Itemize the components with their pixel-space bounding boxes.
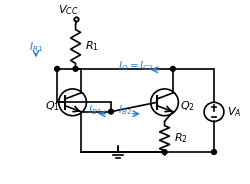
Text: $Q_2$: $Q_2$ bbox=[180, 99, 195, 113]
Text: $I_O = I_{C2}$: $I_O = I_{C2}$ bbox=[118, 59, 154, 73]
Text: $R_1$: $R_1$ bbox=[86, 40, 100, 53]
Circle shape bbox=[170, 66, 175, 71]
Text: $I_{R1}$: $I_{R1}$ bbox=[29, 40, 43, 54]
Text: $V_A$: $V_A$ bbox=[227, 105, 241, 119]
Text: $I_{B1}$: $I_{B1}$ bbox=[88, 103, 102, 117]
Text: $V_{CC}$: $V_{CC}$ bbox=[58, 3, 78, 17]
Text: $R_2$: $R_2$ bbox=[174, 131, 188, 145]
Circle shape bbox=[162, 150, 167, 154]
Circle shape bbox=[108, 109, 114, 114]
Circle shape bbox=[212, 150, 216, 154]
Text: $I_{B2}$: $I_{B2}$ bbox=[118, 103, 132, 117]
Circle shape bbox=[54, 66, 60, 71]
Text: $Q_1$: $Q_1$ bbox=[45, 99, 60, 113]
Circle shape bbox=[73, 66, 78, 71]
